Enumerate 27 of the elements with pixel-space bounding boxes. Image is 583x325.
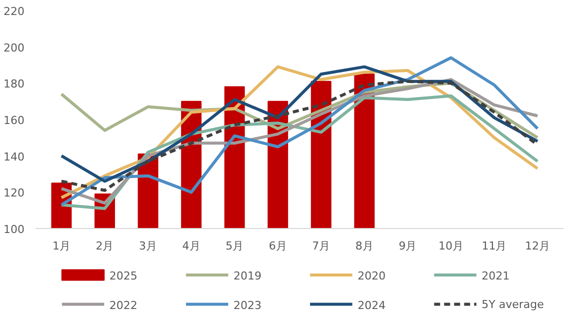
x-tick-label: 2月	[96, 240, 114, 252]
x-tick-label: 7月	[312, 240, 330, 252]
y-tick-label: 140	[4, 150, 25, 164]
x-tick-label: 10月	[438, 240, 464, 252]
x-tick-label: 6月	[268, 240, 287, 252]
legend-label: 2019	[234, 270, 262, 282]
y-tick-label: 100	[4, 223, 25, 236]
x-tick-label: 12月	[525, 240, 550, 252]
legend-label: 5Y average	[482, 298, 544, 311]
x-tick-label: 8月	[355, 240, 374, 252]
x-tick-label: 11月	[482, 240, 507, 252]
x-tick-label: 1月	[52, 240, 70, 252]
y-tick-label: 120	[4, 186, 25, 200]
x-tick-label: 3月	[139, 240, 158, 252]
y-tick-label: 200	[4, 41, 25, 54]
x-tick-label: 4月	[182, 240, 200, 252]
x-tick-label: 5月	[226, 240, 244, 252]
y-tick-label: 220	[4, 5, 25, 18]
legend-label: 2022	[109, 298, 138, 312]
legend-label: 2025	[109, 270, 138, 282]
legend-label: 2021	[482, 270, 510, 282]
legend-label: 2023	[234, 298, 262, 312]
legend-label: 2024	[358, 298, 386, 312]
y-tick-label: 160	[4, 114, 25, 127]
y-tick-label: 180	[4, 78, 25, 91]
legend-label: 2020	[358, 270, 386, 282]
x-tick-label: 9月	[398, 240, 417, 252]
